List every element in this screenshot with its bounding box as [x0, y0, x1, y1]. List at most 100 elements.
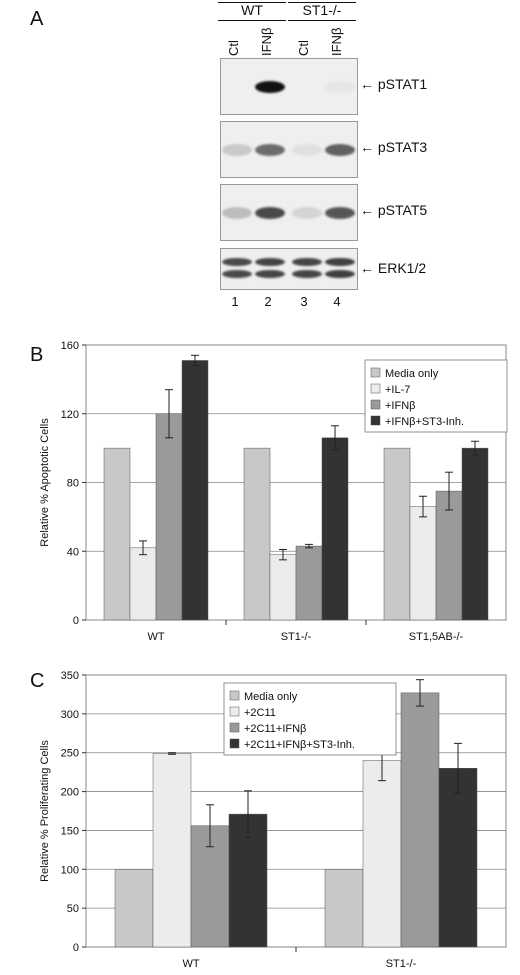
- legend-swatch: [229, 706, 240, 717]
- legend-label: +IFNβ: [385, 400, 415, 412]
- legend-swatch: [370, 367, 381, 378]
- blot-label-pstat1: ← pSTAT1: [360, 76, 427, 92]
- blot-pstat5: [220, 184, 358, 241]
- y-tick-label: 120: [61, 409, 79, 421]
- blot-band: [325, 257, 355, 266]
- lane-label-3: Ctl: [296, 40, 311, 56]
- blot-band: [255, 143, 285, 156]
- bar: [438, 768, 478, 948]
- blot-band: [325, 80, 355, 93]
- arrow-icon: ←: [360, 139, 374, 155]
- y-tick-label: 200: [61, 787, 79, 799]
- blot-label-text: ERK1/2: [377, 260, 427, 276]
- y-tick-label: 0: [73, 942, 79, 954]
- chart-apoptotic-cells: 0 40 80 120 160 Relative % Apoptotic Cells WT S…: [39, 340, 508, 643]
- bar: [324, 869, 364, 948]
- arrow-icon: ←: [360, 76, 374, 92]
- blot-band: [255, 206, 285, 219]
- blot-band: [222, 257, 252, 266]
- blot-band: [292, 206, 322, 219]
- legend-label: +IFNβ+ST3-Inh.: [385, 416, 464, 428]
- legend-label: +2C11: [244, 707, 276, 719]
- bar: [461, 447, 489, 621]
- legend-swatch: [370, 383, 381, 394]
- panel-letter-b: B: [30, 344, 44, 366]
- blot-band: [292, 269, 322, 278]
- legend-swatch: [229, 722, 240, 733]
- blot-band: [255, 257, 285, 266]
- blot-label-pstat3: ← pSTAT3: [360, 139, 427, 155]
- blot-band: [325, 143, 355, 156]
- legend-label: +IL-7: [385, 384, 410, 396]
- bar: [152, 753, 192, 948]
- blot-band: [222, 143, 252, 156]
- lane-number-4: 4: [333, 294, 341, 309]
- panel-letter-a: A: [30, 8, 44, 30]
- blot-label-pstat5: ← pSTAT5: [360, 202, 427, 218]
- legend-label: Media only: [385, 368, 439, 380]
- y-tick-label: 350: [61, 670, 79, 682]
- lane-number-1: 1: [231, 294, 239, 309]
- bar: [129, 547, 157, 621]
- lane-label-2: IFNβ: [259, 27, 274, 56]
- group-underline-wt: [218, 20, 286, 21]
- legend-label: +2C11+IFNβ+ST3-Inh.: [244, 739, 355, 751]
- y-tick-label: 50: [67, 903, 79, 915]
- y-tick-label: 150: [61, 825, 79, 837]
- bar: [114, 869, 154, 948]
- legend-label: Media only: [244, 691, 298, 703]
- blot-band: [255, 269, 285, 278]
- y-axis-label: Relative % Apoptotic Cells: [39, 418, 51, 547]
- bar: [362, 760, 402, 948]
- y-tick-label: 300: [61, 709, 79, 721]
- arrow-icon: ←: [360, 202, 374, 218]
- bar: [321, 437, 349, 621]
- y-tick-label: 250: [61, 748, 79, 760]
- blot-band: [222, 269, 252, 278]
- x-tick-label: ST1-/-: [281, 631, 312, 643]
- bar: [400, 692, 440, 948]
- x-tick-label: ST1-/-: [386, 958, 417, 970]
- bar: [243, 447, 271, 621]
- bar: [155, 413, 183, 621]
- y-tick-label: 0: [73, 615, 79, 627]
- blot-band: [325, 269, 355, 278]
- y-tick-label: 160: [61, 340, 79, 352]
- y-axis-label: Relative % Proliferating Cells: [39, 740, 51, 882]
- group-overline-wt: [218, 2, 286, 3]
- blot-band: [292, 143, 322, 156]
- legend-swatch: [370, 415, 381, 426]
- y-tick-label: 80: [67, 478, 79, 490]
- blot-label-text: pSTAT1: [377, 76, 428, 92]
- blot-band: [325, 206, 355, 219]
- blot-pstat1: [220, 58, 358, 115]
- legend-box: [364, 359, 508, 433]
- blot-label-erk: ← ERK1/2: [360, 260, 426, 276]
- group-underline-st1: [288, 20, 356, 21]
- bar: [295, 545, 323, 621]
- legend-box: [223, 682, 397, 756]
- x-tick-label: ST1,5AB-/-: [409, 631, 464, 643]
- blot-pstat3: [220, 121, 358, 178]
- x-tick-label: WT: [147, 631, 164, 643]
- bar: [435, 490, 463, 621]
- legend-swatch: [229, 690, 240, 701]
- blot-erk: [220, 248, 358, 290]
- group-label-wt: WT: [241, 2, 263, 18]
- lane-label-4: IFNβ: [329, 27, 344, 56]
- blot-label-text: pSTAT3: [377, 139, 428, 155]
- x-tick-label: WT: [182, 958, 199, 970]
- legend-swatch: [229, 738, 240, 749]
- bar: [269, 554, 297, 621]
- bar: [409, 506, 437, 621]
- group-label-st1: ST1-/-: [302, 2, 342, 18]
- legend-label: +2C11+IFNβ: [244, 723, 306, 735]
- bar: [103, 447, 131, 621]
- blot-band: [255, 80, 285, 93]
- group-overline-st1: [288, 2, 356, 3]
- legend-swatch: [370, 399, 381, 410]
- lane-label-1: Ctl: [226, 40, 241, 56]
- lane-number-3: 3: [300, 294, 308, 309]
- lane-number-2: 2: [264, 294, 272, 309]
- y-tick-label: 100: [61, 864, 79, 876]
